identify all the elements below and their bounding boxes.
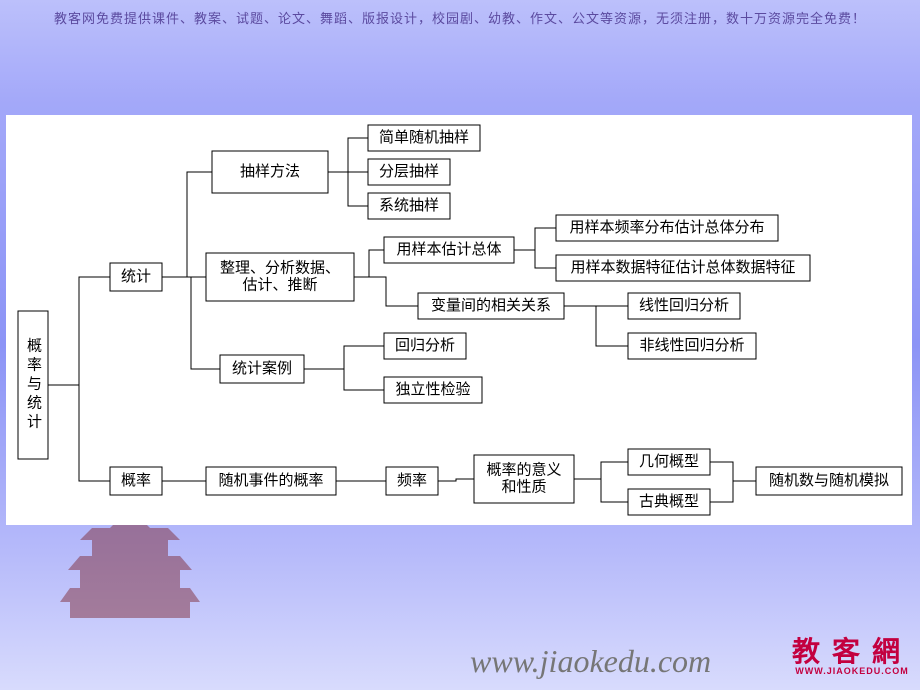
svg-text:线性回归分析: 线性回归分析 — [639, 297, 729, 314]
svg-text:几何概型: 几何概型 — [639, 453, 699, 470]
svg-text:古典概型: 古典概型 — [639, 493, 699, 510]
svg-text:概率与统计: 概率与统计 — [25, 338, 42, 433]
top-banner-text: 教客网免费提供课件、教案、试题、论文、舞蹈、版报设计，校园剧、幼教、作文、公文等… — [0, 8, 920, 27]
footer-url: www.jiaokedu.com — [470, 643, 711, 680]
svg-text:概率: 概率 — [121, 472, 151, 489]
svg-text:抽样方法: 抽样方法 — [240, 163, 300, 180]
svg-text:系统抽样: 系统抽样 — [379, 197, 439, 214]
svg-text:用样本数据特征估计总体数据特征: 用样本数据特征估计总体数据特征 — [570, 259, 795, 276]
svg-text:随机事件的概率: 随机事件的概率 — [218, 472, 323, 489]
svg-text:统计案例: 统计案例 — [232, 359, 292, 377]
footer-brand: 教客網 WWW.JIAOKEDU.COM — [792, 630, 912, 676]
svg-text:估计、推断: 估计、推断 — [242, 277, 317, 294]
svg-text:用样本估计总体: 用样本估计总体 — [396, 241, 501, 258]
svg-text:整理、分析数据、: 整理、分析数据、 — [220, 260, 340, 277]
svg-text:频率: 频率 — [397, 472, 427, 489]
svg-text:统计: 统计 — [121, 268, 151, 285]
footer-brand-text: 教客網 — [792, 637, 912, 668]
svg-text:分层抽样: 分层抽样 — [379, 163, 439, 180]
svg-text:随机数与随机模拟: 随机数与随机模拟 — [769, 472, 889, 489]
svg-text:独立性检验: 独立性检验 — [395, 381, 470, 398]
svg-text:用样本频率分布估计总体分布: 用样本频率分布估计总体分布 — [569, 219, 764, 236]
svg-text:非线性回归分析: 非线性回归分析 — [639, 337, 744, 354]
svg-text:简单随机抽样: 简单随机抽样 — [379, 129, 469, 146]
diagram-panel: 概率与统计 统计概率 抽样方法整理、分析数据、估计、推断统计案例 简单随机抽样分层抽样… — [6, 115, 912, 525]
svg-text:和性质: 和性质 — [501, 479, 546, 496]
svg-text:变量间的相关关系: 变量间的相关关系 — [431, 297, 551, 314]
svg-text:概率的意义: 概率的意义 — [486, 461, 561, 479]
footer-brand-sub: WWW.JIAOKEDU.COM — [792, 666, 912, 676]
svg-text:回归分析: 回归分析 — [395, 337, 455, 354]
